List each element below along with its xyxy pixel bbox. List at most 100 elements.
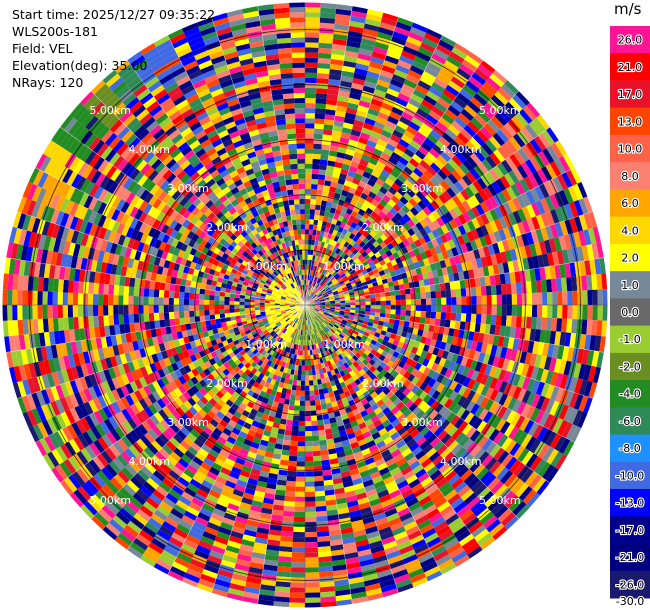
velocity-gate (437, 169, 448, 180)
velocity-gate (404, 315, 411, 322)
velocity-gate (445, 312, 452, 321)
velocity-gate (395, 305, 401, 310)
velocity-gate (311, 275, 315, 281)
velocity-gate (561, 172, 573, 188)
velocity-gate (416, 108, 429, 119)
velocity-gate (334, 224, 340, 232)
velocity-gate (336, 286, 342, 291)
velocity-gate (327, 249, 333, 256)
velocity-gate (532, 117, 546, 133)
velocity-gate (531, 316, 537, 330)
velocity-gate (291, 430, 299, 437)
velocity-gate (305, 421, 312, 427)
velocity-gate (428, 86, 443, 98)
velocity-gate (359, 95, 373, 104)
velocity-gate (492, 132, 506, 147)
velocity-gate (506, 186, 517, 200)
velocity-gate (318, 295, 324, 299)
velocity-gate (482, 186, 494, 199)
velocity-gate (549, 223, 559, 239)
velocity-gate (394, 125, 406, 135)
velocity-gate (305, 557, 319, 563)
velocity-gate (409, 65, 425, 76)
velocity-gate (413, 247, 421, 256)
velocity-gate (420, 251, 428, 260)
velocity-gate (487, 119, 501, 133)
velocity-gate (307, 296, 311, 301)
velocity-gate (309, 385, 314, 391)
velocity-gate (484, 171, 496, 184)
velocity-gate (431, 53, 447, 65)
velocity-gate (370, 301, 376, 305)
velocity-gate (305, 37, 319, 43)
velocity-gate (347, 286, 353, 291)
velocity-gate (566, 169, 578, 186)
velocity-gate (368, 222, 376, 230)
velocity-gate (337, 278, 344, 283)
velocity-gate (286, 475, 296, 482)
velocity-gate (484, 198, 494, 211)
velocity-gate (436, 183, 447, 194)
velocity-gate (562, 305, 568, 319)
velocity-gate (345, 148, 355, 157)
velocity-gate (385, 272, 392, 279)
velocity-gate (366, 70, 380, 80)
velocity-gate (311, 286, 315, 292)
velocity-gate (454, 42, 470, 56)
velocity-gate (388, 83, 402, 93)
velocity-gate (492, 165, 505, 179)
velocity-gate (379, 312, 386, 318)
velocity-gate (384, 313, 391, 319)
velocity-gate (345, 305, 351, 308)
velocity-gate (379, 292, 386, 298)
velocity-gate (341, 286, 348, 291)
velocity-gate (305, 441, 313, 447)
velocity-gate (385, 296, 391, 301)
velocity-gate (549, 161, 562, 177)
velocity-gate (305, 118, 315, 124)
velocity-gate (479, 201, 490, 214)
velocity-gate (448, 198, 458, 209)
velocity-gate (323, 264, 328, 270)
velocity-gate (379, 288, 385, 294)
velocity-gate (570, 167, 582, 184)
velocity-gate (466, 260, 473, 271)
velocity-gate (539, 267, 547, 281)
velocity-gate (418, 103, 432, 115)
velocity-gate (305, 390, 310, 396)
velocity-gate (319, 297, 325, 301)
velocity-gate (421, 196, 431, 207)
velocity-gate (353, 151, 363, 159)
velocity-gate (345, 307, 351, 310)
velocity-gate (419, 173, 430, 184)
velocity-gate (534, 329, 541, 343)
velocity-gate (433, 77, 448, 89)
velocity-gate (444, 231, 453, 242)
velocity-gate (521, 144, 534, 160)
velocity-gate (362, 188, 371, 196)
velocity-gate (496, 305, 502, 316)
velocity-gate (433, 276, 440, 285)
velocity-gate (528, 120, 542, 136)
velocity-gate (422, 155, 434, 167)
velocity-gate (500, 251, 508, 263)
velocity-gate (345, 175, 354, 183)
velocity-gate (397, 59, 412, 70)
velocity-gate (353, 173, 363, 181)
velocity-gate (305, 72, 318, 79)
velocity-gate (336, 204, 343, 211)
velocity-gate (341, 206, 349, 213)
velocity-gate (505, 250, 513, 262)
velocity-gate (383, 60, 398, 70)
velocity-gate (305, 77, 317, 84)
velocity-gate (307, 360, 312, 366)
velocity-gate (502, 262, 510, 274)
velocity-gate (586, 274, 593, 291)
velocity-gate (342, 122, 354, 130)
velocity-gate (403, 230, 411, 239)
velocity-gate (314, 209, 320, 216)
velocity-gate (321, 257, 326, 264)
velocity-gate (457, 203, 467, 215)
velocity-gate (338, 280, 345, 285)
velocity-gate (387, 281, 394, 288)
